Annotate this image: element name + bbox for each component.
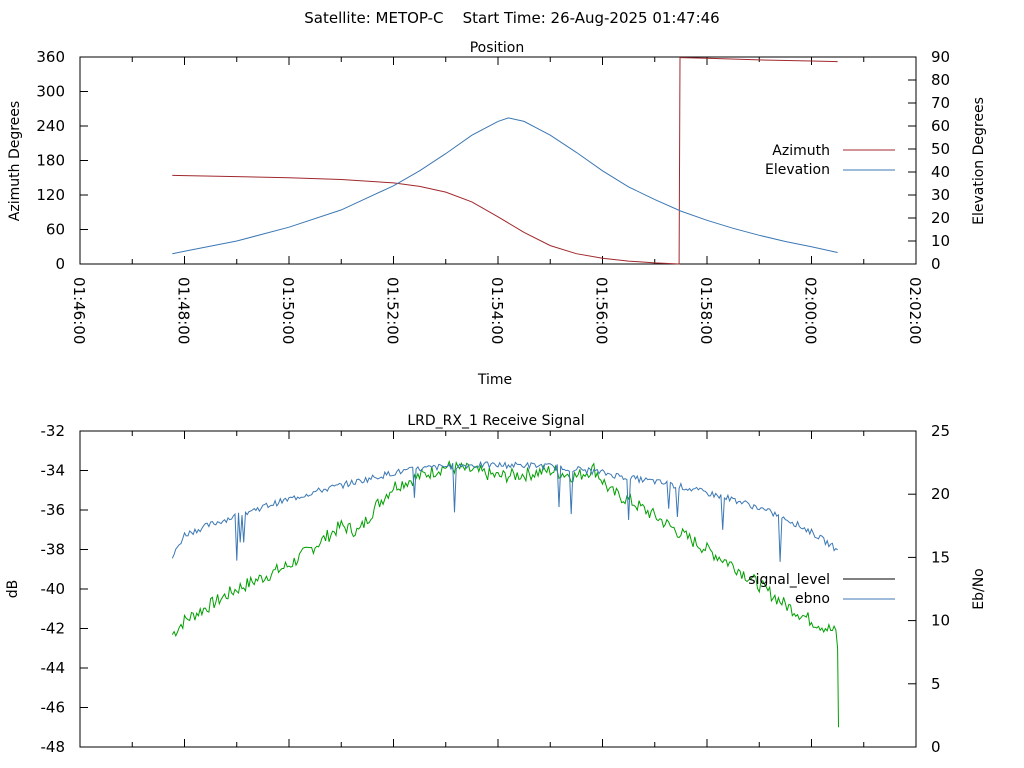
- position-x-tick-labels: 01:46:00 01:48:00 01:50:00 01:52:00 01:54:00…: [70, 277, 924, 344]
- position-chart-title: Position: [470, 40, 525, 56]
- position-y-axis-label: Azimuth Degrees: [7, 101, 23, 221]
- signal-y-axis-label: dB: [5, 580, 21, 599]
- position-y2-tick-label: 40: [931, 163, 950, 181]
- position-y2-tick-label: 60: [931, 117, 950, 135]
- position-ticks: [79, 56, 917, 265]
- position-y2-tick-label: 20: [931, 209, 950, 227]
- position-x-tick-label: 01:52:00: [384, 277, 402, 344]
- signal-y-tick-labels: -48 -46 -44 -42 -40 -38 -36 -34 -32: [41, 422, 66, 756]
- position-y-tick-label: 60: [46, 221, 65, 239]
- signal-series-line-ebno: [171, 460, 838, 562]
- signal-y2-tick-label: 0: [931, 738, 941, 756]
- position-x-tick-label: 01:54:00: [488, 277, 506, 344]
- position-plot-frame: [79, 56, 917, 265]
- position-series-line-elevation: [172, 117, 838, 255]
- position-legend: Azimuth Elevation: [765, 143, 895, 178]
- position-y-tick-label: 120: [36, 186, 65, 204]
- position-y-tick-label: 180: [36, 152, 65, 170]
- position-x-axis-label: Time: [477, 372, 512, 388]
- position-x-tick-label: 01:48:00: [175, 277, 193, 344]
- signal-chart-title: LRD_RX_1 Receive Signal: [407, 413, 584, 429]
- position-x-tick-label: 01:50:00: [279, 277, 297, 344]
- position-y2-tick-label: 80: [931, 71, 950, 89]
- position-y2-tick-label: 70: [931, 94, 950, 112]
- position-x-tick-label: 02:02:00: [906, 277, 924, 344]
- position-y-tick-label: 240: [36, 117, 65, 135]
- position-y2-axis-label: Elevation Degrees: [971, 97, 987, 225]
- signal-legend: signal_level ebno: [748, 572, 895, 607]
- signal-ticks: [79, 430, 917, 748]
- position-y2-tick-label: 50: [931, 140, 950, 158]
- signal-y-tick-label: -38: [41, 541, 66, 559]
- position-y-tick-labels: 0 60 120 180 240 300 360: [36, 48, 65, 273]
- signal-y-tick-label: -44: [41, 659, 66, 677]
- position-x-tick-label: 01:56:00: [593, 277, 611, 344]
- position-chart: Position 0 60 120 180 240 300 360 0 10 20 30 40 50 6…: [7, 40, 987, 388]
- position-y2-tick-labels: 0 10 20 30 40 50 60 70 80 90: [931, 48, 950, 273]
- legend-label-ebno: ebno: [795, 591, 830, 607]
- position-y2-tick-label: 0: [931, 255, 941, 273]
- position-x-tick-label: 01:58:00: [697, 277, 715, 344]
- signal-y-tick-label: -40: [41, 580, 66, 598]
- position-x-tick-label: 01:46:00: [70, 277, 88, 344]
- position-series-line-azimuth: [172, 57, 838, 265]
- legend-label-signal-level: signal_level: [748, 572, 830, 588]
- signal-y-tick-label: -36: [41, 501, 66, 519]
- signal-y-tick-label: -42: [41, 620, 66, 638]
- page-title: Satellite: METOP-C Start Time: 26-Aug-20…: [304, 9, 719, 27]
- legend-label-azimuth: Azimuth: [772, 143, 830, 159]
- signal-y2-tick-label: 25: [931, 422, 950, 440]
- signal-y-tick-label: -32: [41, 422, 66, 440]
- signal-y2-tick-label: 10: [931, 612, 950, 630]
- signal-y2-axis-label: Eb/No: [971, 568, 987, 610]
- position-series: [172, 57, 838, 265]
- signal-y-tick-label: -34: [41, 462, 66, 480]
- position-y-tick-label: 360: [36, 48, 65, 66]
- signal-series-line-signal-level: [171, 459, 839, 728]
- position-y-tick-label: 300: [36, 83, 65, 101]
- signal-series: [171, 459, 839, 728]
- position-y2-tick-label: 10: [931, 232, 950, 250]
- position-y-tick-label: 0: [55, 255, 65, 273]
- signal-y2-tick-label: 5: [931, 675, 941, 693]
- signal-plot-frame: [79, 430, 917, 748]
- signal-chart: LRD_RX_1 Receive Signal -48-46-44-42-40-…: [5, 413, 987, 756]
- position-y2-tick-label: 90: [931, 48, 950, 66]
- position-x-tick-label: 02:00:00: [802, 277, 820, 344]
- legend-label-elevation: Elevation: [765, 162, 830, 178]
- signal-y-tick-label: -46: [41, 699, 66, 717]
- signal-y-tick-label: -48: [41, 738, 66, 756]
- signal-y2-tick-label: 20: [931, 485, 950, 503]
- signal-y2-tick-labels: 0 5 10 15 20 25: [931, 422, 950, 756]
- position-y2-tick-label: 30: [931, 186, 950, 204]
- signal-y2-tick-label: 15: [931, 548, 950, 566]
